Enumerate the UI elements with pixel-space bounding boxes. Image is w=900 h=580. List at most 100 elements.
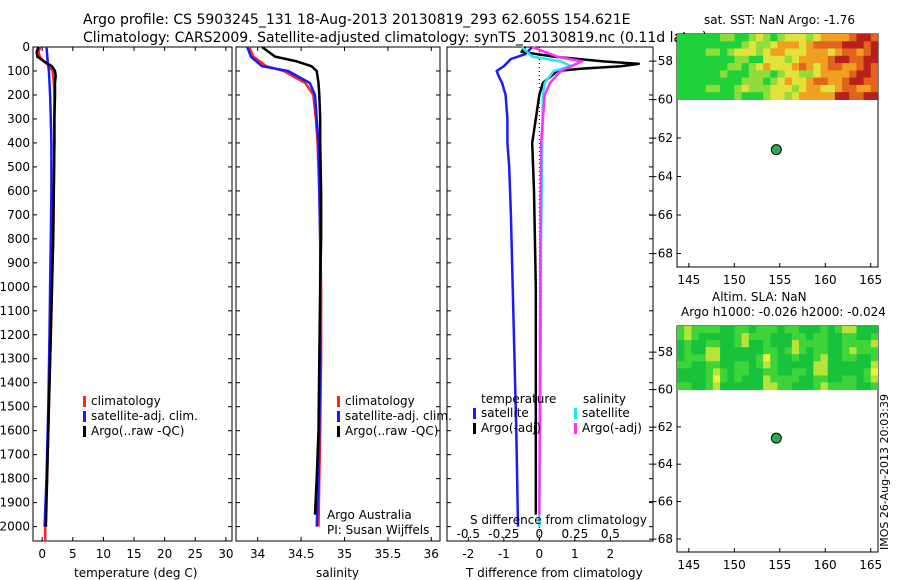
sla-map-cell <box>863 340 872 348</box>
sla-map-cell <box>813 333 822 341</box>
sst-map-cell <box>806 48 814 57</box>
sst-map-cell <box>863 41 872 50</box>
sla-map-cell <box>741 347 750 355</box>
sla-map-cell <box>806 368 814 376</box>
sst-map-cell <box>856 92 865 100</box>
sla-map-cell <box>705 375 714 384</box>
sla-map-cell <box>727 354 736 362</box>
sst-map-cell <box>813 77 822 86</box>
sst-map-cell <box>806 84 814 93</box>
sla-map-cell <box>770 361 779 369</box>
sst-map-cell <box>777 48 786 57</box>
sla-map-cell <box>756 347 764 355</box>
sla-map-lon-label: 145 <box>677 558 700 572</box>
sla-map-cell <box>763 382 771 391</box>
sst-map-cell <box>849 41 858 50</box>
sla-map-cell <box>698 382 707 391</box>
sst-map-cell <box>820 77 829 86</box>
sla-map-cell <box>691 347 700 355</box>
sst-map-cell <box>770 84 779 93</box>
sla-map-cell <box>791 361 800 369</box>
sla-map-cell <box>756 333 764 341</box>
sst-map-cell <box>856 77 865 86</box>
sst-map-cell <box>720 84 728 93</box>
sla-map-cell <box>756 368 764 376</box>
sst-map-cell <box>677 77 685 86</box>
sla-map-cell <box>799 368 807 376</box>
sla-map-cell <box>806 333 814 341</box>
sst-map-cell <box>799 70 807 79</box>
sst-map-cell <box>784 34 793 42</box>
sla-map-cell <box>727 326 736 334</box>
sst-map-cell <box>756 63 764 71</box>
sst-map-cell <box>777 63 786 71</box>
sst-map-cell <box>856 55 865 64</box>
sst-map-cell <box>698 48 707 57</box>
sla-map-cell <box>734 326 743 334</box>
sst-map-cell <box>799 63 807 71</box>
sla-map-cell <box>813 382 822 391</box>
sla-map-cell <box>727 368 736 376</box>
sla-map-cell <box>784 375 793 384</box>
sst-map-cell <box>734 84 743 93</box>
sst-map-cell <box>756 92 764 100</box>
sla-map-cell <box>720 382 728 391</box>
sst-map-cell <box>820 41 829 50</box>
sst-map-cell <box>770 48 779 57</box>
sst-map-cell <box>705 77 714 86</box>
sst-map-cell <box>870 41 878 50</box>
sst-map-cell <box>856 63 865 71</box>
sla-map-cell <box>720 361 728 369</box>
sla-map-cell <box>748 326 757 334</box>
sla-map-cell <box>712 333 721 341</box>
temperature-legend-argo: Argo(..raw -QC) <box>91 424 184 438</box>
sst-map-cell <box>727 84 736 93</box>
sst-map-cell <box>741 92 750 100</box>
sla-map-cell <box>849 333 858 341</box>
sla-map-cell <box>720 326 728 334</box>
sla-map-lat-label: −68 <box>648 532 673 546</box>
depth-tick-label: 1300 <box>0 352 30 366</box>
sla-map-cell <box>784 326 793 334</box>
sst-map-cell <box>691 77 700 86</box>
sla-map-cell <box>777 340 786 348</box>
sst-map-cell <box>727 34 736 42</box>
sst-map-cell <box>791 70 800 79</box>
sst-map-cell <box>777 77 786 86</box>
depth-tick-label: 300 <box>7 112 30 126</box>
sla-map-cell <box>712 382 721 391</box>
sla-map-lat-label: −58 <box>648 345 673 359</box>
sla-map-cell <box>827 368 836 376</box>
sst-map-cell <box>677 84 685 93</box>
sla-map-cell <box>677 382 685 391</box>
sla-map-cell <box>827 347 836 355</box>
depth-tick-label: 900 <box>7 256 30 270</box>
sst-map-cell <box>827 84 836 93</box>
sst-map-cell <box>734 55 743 64</box>
sla-map-cell <box>691 368 700 376</box>
sst-map-cell <box>748 48 757 57</box>
sst-map-cell <box>784 41 793 50</box>
sla-map-cell <box>856 347 865 355</box>
sst-map-cell <box>856 48 865 57</box>
tdiff-tick-label: -1 <box>498 547 510 561</box>
sst-map-cell <box>834 63 843 71</box>
sla-map-cell <box>734 375 743 384</box>
sla-map-cell <box>748 361 757 369</box>
sla-map-cell <box>684 347 692 355</box>
sla-map-cell <box>705 354 714 362</box>
sla-map-cell <box>698 375 707 384</box>
sla-map-cell <box>777 333 786 341</box>
diff-legend-s-satellite-swatch <box>574 408 577 419</box>
salinity-legend-satellite: satellite-adj. clim. <box>345 409 452 423</box>
tdiff-tick-label: 1 <box>571 547 579 561</box>
sst-map-cell <box>784 55 793 64</box>
depth-tick-label: 1700 <box>0 448 30 462</box>
sla-map-cell <box>705 333 714 341</box>
sla-map-cell <box>763 326 771 334</box>
sla-map-cell <box>827 326 836 334</box>
sla-map-cell <box>870 347 878 355</box>
sst-map-cell <box>677 55 685 64</box>
sla-map-cell <box>741 326 750 334</box>
series-s-satellite <box>520 46 573 527</box>
